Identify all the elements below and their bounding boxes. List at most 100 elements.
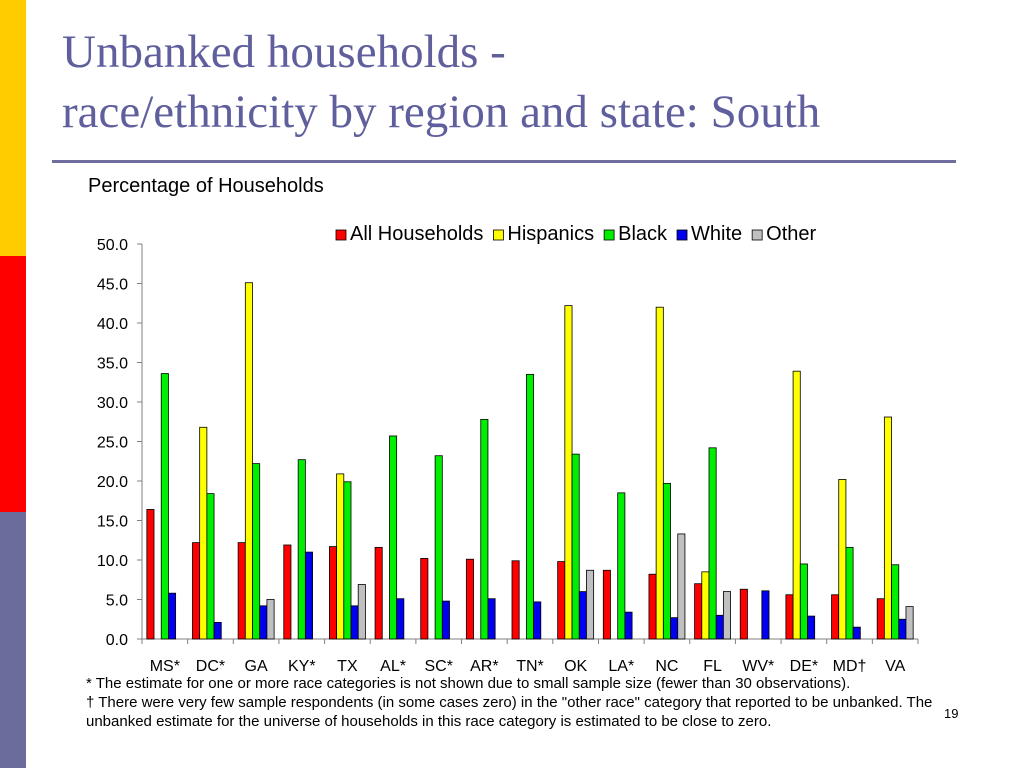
x-tick-label: FL xyxy=(703,658,722,675)
legend-swatch xyxy=(751,229,763,241)
y-tick-label: 0.0 xyxy=(106,632,128,649)
bar xyxy=(357,584,366,640)
x-tick-label: WV* xyxy=(742,658,774,675)
bar xyxy=(701,571,710,640)
bar xyxy=(441,600,450,640)
bar xyxy=(571,453,580,640)
bar xyxy=(168,592,177,640)
bar xyxy=(662,482,671,640)
y-tick-label: 20.0 xyxy=(97,474,128,491)
bar xyxy=(343,481,352,640)
x-tick-label: NC xyxy=(655,658,678,675)
bar xyxy=(624,611,633,640)
title-line-1: Unbanked households - xyxy=(62,26,506,78)
x-tick-label: KY* xyxy=(288,658,316,675)
x-tick-label: DE* xyxy=(790,658,818,675)
y-tick-label: 35.0 xyxy=(97,356,128,373)
bar-chart: 50.0 45.0 40.0 35.0 30.0 25.0 20.0 15.0 10.0 5.0 0… xyxy=(97,223,919,675)
bar xyxy=(374,546,383,640)
bar xyxy=(905,606,914,640)
legend-swatch xyxy=(603,229,615,241)
side-bar-red xyxy=(0,256,26,512)
bar xyxy=(283,544,292,640)
bar xyxy=(297,459,306,640)
bar xyxy=(694,583,703,640)
x-tick-label: MS* xyxy=(150,658,180,675)
bar xyxy=(739,588,748,640)
bar xyxy=(420,558,429,640)
bar xyxy=(792,370,801,640)
legend-label: White xyxy=(691,223,742,245)
bar xyxy=(852,626,861,640)
footnotes: * The estimate for one or more race cate… xyxy=(86,674,956,731)
y-tick-label: 40.0 xyxy=(97,316,128,333)
bar xyxy=(655,306,664,640)
y-tick-label: 25.0 xyxy=(97,435,128,452)
bar xyxy=(487,598,496,640)
y-tick-label: 30.0 xyxy=(97,395,128,412)
y-tick-label: 45.0 xyxy=(97,277,128,294)
bar xyxy=(304,551,313,640)
y-tick-label: 5.0 xyxy=(106,593,128,610)
x-tick-label: TN* xyxy=(516,658,544,675)
legend-label: Black xyxy=(618,223,668,245)
x-tick-label: TX xyxy=(337,658,358,675)
bar xyxy=(526,373,535,640)
legend-label: Other xyxy=(766,223,816,245)
bar xyxy=(329,546,338,640)
bar xyxy=(578,591,587,640)
bar xyxy=(389,435,398,640)
legend-swatch xyxy=(493,229,504,241)
bar xyxy=(199,426,208,640)
bar xyxy=(715,614,724,640)
footnote-sample-size: * The estimate for one or more race cate… xyxy=(86,675,851,692)
y-tick-label: 10.0 xyxy=(97,553,128,570)
bar xyxy=(898,618,907,640)
bar xyxy=(708,447,717,640)
bar xyxy=(761,590,770,640)
side-bar-yellow xyxy=(0,0,26,256)
bar xyxy=(602,569,611,640)
bar xyxy=(244,282,253,640)
bar xyxy=(480,418,489,640)
bar xyxy=(617,492,626,640)
bar xyxy=(206,493,215,640)
x-tick-label: MD† xyxy=(833,658,867,675)
bar xyxy=(722,591,731,640)
legend-swatch xyxy=(335,229,347,241)
bar xyxy=(883,416,892,640)
bar xyxy=(434,455,443,640)
bar xyxy=(533,601,542,640)
x-tick-label: LA* xyxy=(608,658,634,675)
bar xyxy=(213,622,222,640)
bar xyxy=(266,599,275,640)
bar xyxy=(831,594,840,640)
side-bar-blue xyxy=(0,512,26,768)
bar xyxy=(252,463,261,640)
y-tick-label: 50.0 xyxy=(97,237,128,254)
title-line-2: race/ethnicity by region and state: Sout… xyxy=(62,86,821,138)
page-number: 19 xyxy=(944,706,959,721)
bar xyxy=(838,479,847,640)
bar xyxy=(160,373,169,640)
bar xyxy=(648,573,657,640)
bar xyxy=(511,560,520,640)
bar xyxy=(891,564,900,640)
bar xyxy=(845,546,854,640)
bar xyxy=(799,563,808,640)
bar xyxy=(670,617,679,640)
bar xyxy=(586,569,595,640)
bar xyxy=(807,615,816,640)
y-tick-label: 15.0 xyxy=(97,514,128,531)
legend-label: Hispanics xyxy=(507,223,594,245)
bar xyxy=(192,542,201,640)
bar xyxy=(876,598,885,640)
slide-title: Unbanked households - race/ethnicity by … xyxy=(62,22,1002,142)
bar xyxy=(396,598,405,640)
chart-subtitle: Percentage of Households xyxy=(88,175,324,197)
bar xyxy=(465,558,474,640)
x-tick-label: AL* xyxy=(380,658,406,675)
bar xyxy=(564,305,573,640)
x-tick-label: AR* xyxy=(470,658,498,675)
bar xyxy=(785,594,794,640)
